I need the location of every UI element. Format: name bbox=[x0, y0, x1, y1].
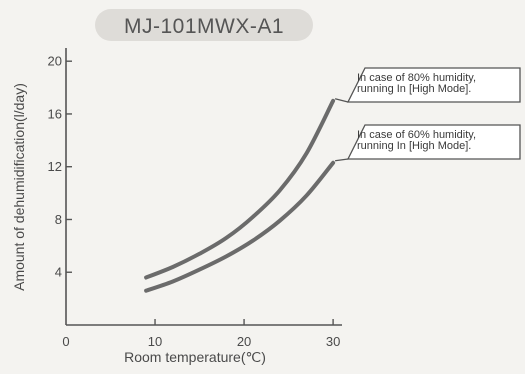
series-lines bbox=[144, 98, 336, 293]
annotation-leader-line bbox=[335, 158, 349, 162]
annotation-box bbox=[346, 124, 521, 160]
y-tick-label: 20 bbox=[48, 54, 62, 69]
curve-annotations: In case of 80% humidity,running In [High… bbox=[334, 67, 521, 162]
annotation-leader-line bbox=[334, 98, 349, 103]
x-tick-label: 0 bbox=[62, 334, 69, 349]
x-tick-label: 20 bbox=[237, 334, 251, 349]
annotation-text-line: In case of 60% humidity, bbox=[357, 129, 476, 141]
series-line-1 bbox=[144, 98, 336, 280]
y-axis-title: Amount of dehumidification(l/day) bbox=[11, 83, 27, 291]
x-tick-label: 30 bbox=[326, 334, 340, 349]
annotation-text-line: In case of 80% humidity, bbox=[357, 72, 476, 84]
y-axis-ticks: 4 8 12 16 20 bbox=[48, 54, 72, 280]
y-tick-label: 4 bbox=[55, 265, 62, 280]
model-title-badge: MJ-101MWX-A1 bbox=[95, 9, 313, 41]
y-tick-label: 16 bbox=[48, 106, 62, 121]
x-axis-title: Room temperature(℃) bbox=[124, 349, 266, 365]
model-title-pill bbox=[95, 9, 313, 41]
annotation-callout-1: In case of 80% humidity,running In [High… bbox=[334, 67, 521, 103]
annotation-text-line: running In [High Mode]. bbox=[357, 83, 471, 95]
annotation-callout-2: In case of 60% humidity,running In [High… bbox=[335, 124, 521, 162]
y-tick-label: 12 bbox=[48, 159, 62, 174]
y-tick-label: 8 bbox=[55, 212, 62, 227]
annotation-box bbox=[346, 67, 521, 103]
x-tick-label: 10 bbox=[148, 334, 162, 349]
series-line-2 bbox=[144, 160, 336, 293]
chart-title: MJ-101MWX-A1 bbox=[124, 15, 284, 38]
x-axis-ticks: 0 10 20 30 bbox=[62, 319, 340, 349]
annotation-text-line: running In [High Mode]. bbox=[357, 140, 471, 152]
